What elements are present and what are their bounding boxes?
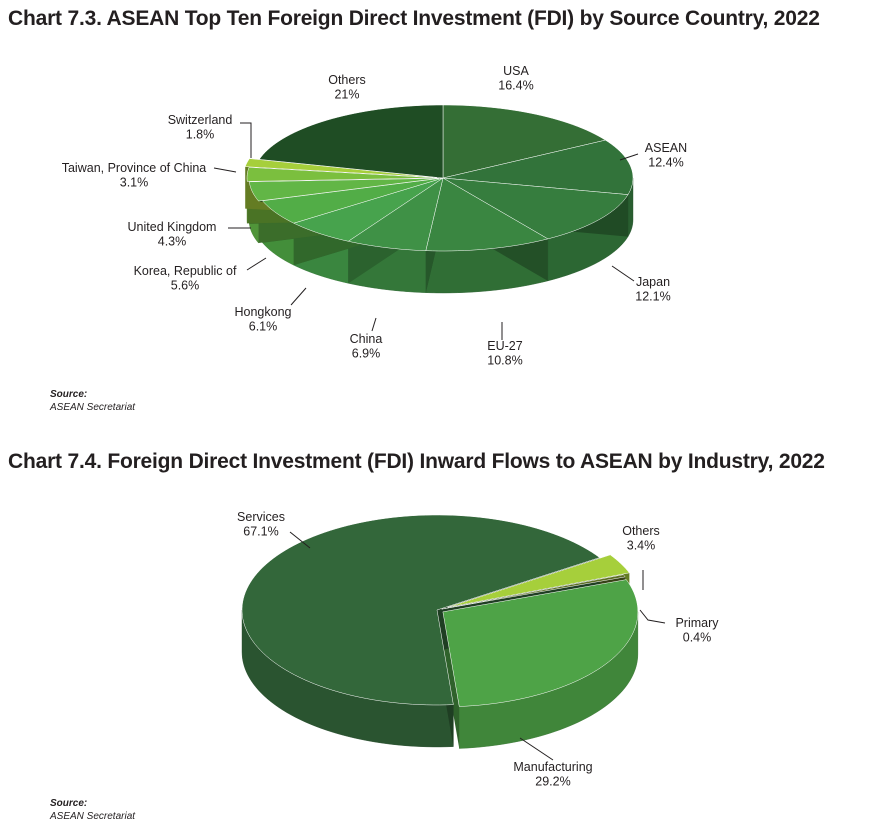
slice-switzerland [244, 158, 434, 178]
leader-line-china [371, 317, 377, 332]
slice-asean [442, 139, 634, 195]
leader-line-korea-republic-of [246, 257, 267, 271]
leader-line-taiwan-province-of-china [213, 167, 237, 173]
slice-others [258, 104, 444, 179]
pie-tops [244, 104, 634, 252]
slice-primary [441, 574, 626, 610]
slice-eu-27 [425, 177, 549, 252]
chart-7-3-title: Chart 7.3. ASEAN Top Ten Foreign Direct … [8, 7, 820, 30]
data-label-united-kingdom: United Kingdom 4.3% [128, 220, 217, 249]
leader-line-manufacturing [519, 737, 554, 761]
leader-line-asean [619, 153, 639, 161]
data-label-japan: Japan 12.1% [635, 275, 670, 304]
chart-7-3-source: Source: ASEAN Secretariat [50, 388, 135, 414]
data-label-korea-republic-of: Korea, Republic of 5.6% [134, 264, 237, 293]
leader-line-hongkong [290, 287, 307, 306]
slice-others [447, 554, 630, 608]
data-label-others: Others 3.4% [622, 524, 660, 553]
leader-line-switzerland [240, 122, 252, 158]
slice-korea-republic-of [261, 177, 444, 224]
slice-hongkong [293, 177, 444, 242]
data-label-services: Services 67.1% [237, 510, 285, 539]
data-label-taiwan-province-of-china: Taiwan, Province of China 3.1% [62, 161, 207, 190]
slice-manufacturing [442, 579, 639, 707]
source-heading: Source: [50, 798, 88, 809]
leader-line-primary [639, 609, 666, 624]
source-heading: Source: [50, 389, 88, 400]
leader-line-japan [611, 265, 635, 282]
pie-labels: USA 16.4% ASEAN 12.4% Japan 12.1% EU-27 10.8% Ch… [62, 64, 687, 368]
slice-japan [442, 177, 629, 240]
data-label-hongkong: Hongkong 6.1% [235, 305, 292, 334]
data-label-asean: ASEAN 12.4% [645, 141, 687, 170]
chart-7-4-source: Source: ASEAN Secretariat [50, 797, 135, 823]
source-text: ASEAN Secretariat [50, 402, 136, 413]
chart-7-4-title: Chart 7.4. Foreign Direct Investment (FD… [8, 450, 825, 473]
chart-7-3-pie: USA 16.4% ASEAN 12.4% Japan 12.1% EU-27 10.8% Ch… [62, 64, 687, 368]
source-text: ASEAN Secretariat [50, 811, 136, 822]
slice-taiwan-province-of-china [246, 167, 438, 182]
data-label-primary: Primary 0.4% [675, 616, 719, 645]
data-label-manufacturing: Manufacturing 29.2% [513, 760, 592, 789]
data-label-usa: USA 16.4% [498, 64, 533, 93]
data-label-others: Others 21% [328, 73, 366, 102]
slice-china [347, 177, 444, 251]
pie-tops [241, 514, 639, 707]
slice-united-kingdom [248, 178, 440, 202]
slice-usa [442, 104, 607, 179]
data-label-china: China 6.9% [350, 332, 383, 361]
data-label-switzerland: Switzerland 1.8% [168, 113, 233, 142]
slice-services [241, 514, 601, 706]
data-label-eu-27: EU-27 10.8% [487, 339, 522, 368]
leader-line-services [289, 531, 311, 549]
pie-labels: Others 3.4% Primary 0.4% Manufacturing 29.2% S… [237, 510, 719, 789]
